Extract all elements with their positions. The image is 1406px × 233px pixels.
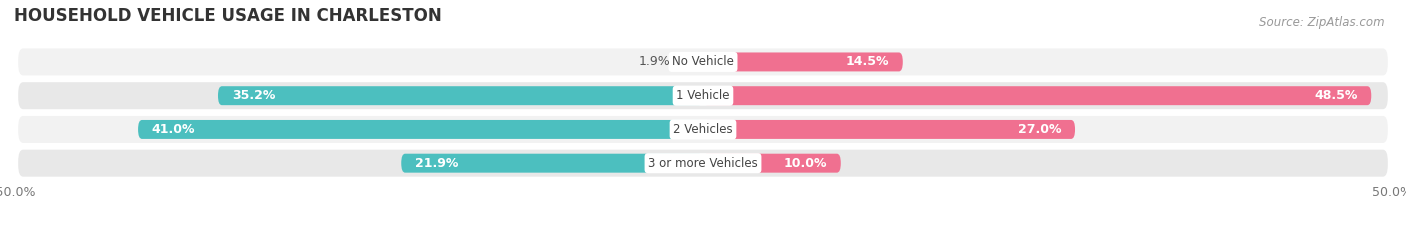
Text: No Vehicle: No Vehicle bbox=[672, 55, 734, 69]
FancyBboxPatch shape bbox=[401, 154, 703, 173]
FancyBboxPatch shape bbox=[676, 52, 703, 72]
Text: 41.0%: 41.0% bbox=[152, 123, 195, 136]
FancyBboxPatch shape bbox=[18, 82, 1388, 109]
Text: 48.5%: 48.5% bbox=[1315, 89, 1358, 102]
FancyBboxPatch shape bbox=[18, 116, 1388, 143]
Text: 27.0%: 27.0% bbox=[1018, 123, 1062, 136]
Legend: Owner-occupied, Renter-occupied: Owner-occupied, Renter-occupied bbox=[569, 229, 837, 233]
Text: 3 or more Vehicles: 3 or more Vehicles bbox=[648, 157, 758, 170]
Text: 14.5%: 14.5% bbox=[845, 55, 889, 69]
FancyBboxPatch shape bbox=[218, 86, 703, 105]
Text: 1.9%: 1.9% bbox=[638, 55, 669, 69]
FancyBboxPatch shape bbox=[703, 154, 841, 173]
Text: 35.2%: 35.2% bbox=[232, 89, 276, 102]
Text: Source: ZipAtlas.com: Source: ZipAtlas.com bbox=[1260, 16, 1385, 29]
Text: 10.0%: 10.0% bbox=[783, 157, 827, 170]
FancyBboxPatch shape bbox=[703, 52, 903, 72]
FancyBboxPatch shape bbox=[703, 86, 1371, 105]
FancyBboxPatch shape bbox=[18, 150, 1388, 177]
FancyBboxPatch shape bbox=[703, 120, 1076, 139]
Text: 1 Vehicle: 1 Vehicle bbox=[676, 89, 730, 102]
Text: 21.9%: 21.9% bbox=[415, 157, 458, 170]
FancyBboxPatch shape bbox=[138, 120, 703, 139]
Text: 2 Vehicles: 2 Vehicles bbox=[673, 123, 733, 136]
FancyBboxPatch shape bbox=[18, 48, 1388, 75]
Text: HOUSEHOLD VEHICLE USAGE IN CHARLESTON: HOUSEHOLD VEHICLE USAGE IN CHARLESTON bbox=[14, 7, 441, 25]
